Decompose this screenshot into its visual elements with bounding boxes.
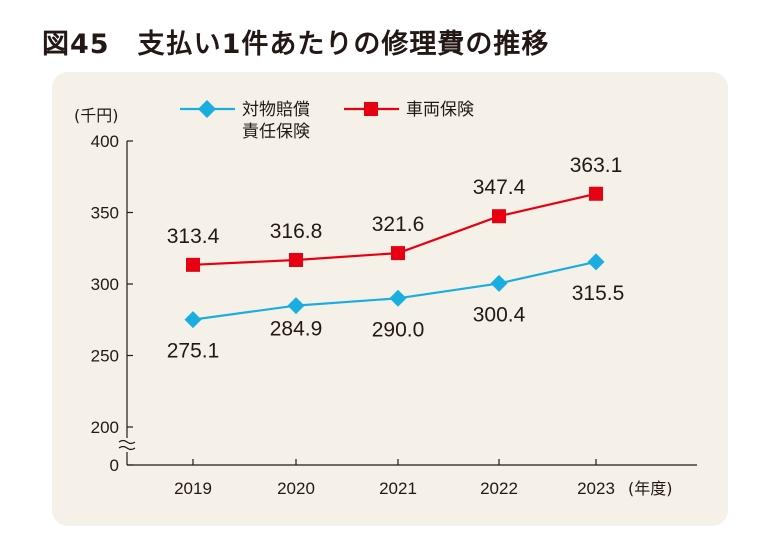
- data-label: 313.4: [167, 225, 220, 248]
- data-point: [184, 311, 202, 329]
- legend-square-icon: [364, 102, 378, 116]
- y-tick-label: 250: [91, 347, 119, 366]
- y-tick-label: 300: [91, 275, 119, 294]
- data-label: 363.1: [570, 154, 623, 177]
- y-tick-label: 400: [91, 132, 119, 151]
- chart-title: 図45 支払い1件あたりの修理費の推移: [42, 29, 550, 60]
- data-label: 275.1: [167, 340, 220, 363]
- legend-label: 対物賠償: [242, 100, 310, 120]
- data-point: [287, 297, 305, 315]
- x-tick-label: 2022: [480, 479, 518, 498]
- data-label: 284.9: [270, 318, 323, 341]
- x-axis-unit: (年度): [628, 479, 673, 498]
- data-point: [389, 289, 407, 307]
- x-tick-label: 2023: [577, 479, 615, 498]
- data-point: [492, 209, 506, 224]
- data-label: 347.4: [473, 176, 526, 199]
- x-tick-label: 2019: [174, 479, 212, 498]
- data-point: [589, 186, 603, 201]
- data-point: [587, 253, 605, 271]
- y-tick-label: 350: [91, 204, 119, 223]
- y-axis-unit: (千円): [74, 106, 119, 125]
- data-point: [490, 274, 508, 292]
- legend-label: 車両保険: [406, 100, 474, 120]
- x-tick-label: 2021: [379, 479, 417, 498]
- y-tick-label: 0: [110, 456, 119, 475]
- legend-label: 責任保険: [242, 122, 310, 142]
- legend-diamond-icon: [198, 100, 216, 118]
- x-tick-label: 2020: [277, 479, 315, 498]
- data-label: 300.4: [473, 303, 526, 326]
- data-label: 316.8: [270, 220, 323, 243]
- axis-break-mark: [118, 445, 136, 451]
- data-label: 321.6: [372, 213, 425, 236]
- data-label: 315.5: [572, 282, 625, 305]
- data-point: [289, 252, 303, 267]
- data-point: [391, 246, 405, 261]
- data-label: 290.0: [372, 318, 425, 341]
- series-line: [192, 260, 597, 321]
- y-tick-label: 200: [91, 418, 119, 437]
- axis-break-mark: [118, 439, 136, 445]
- data-point: [186, 257, 200, 272]
